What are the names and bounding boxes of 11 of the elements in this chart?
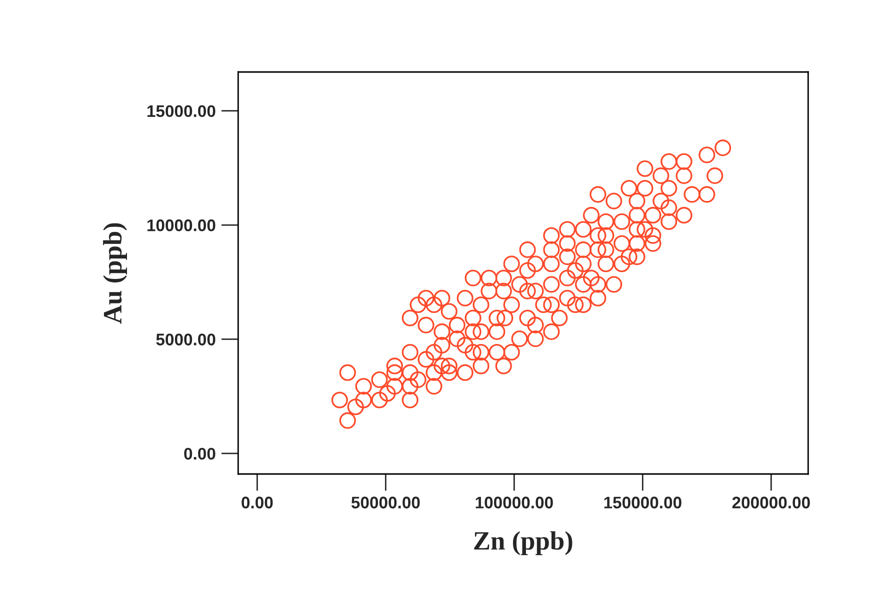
x-tick-label: 0.00 — [242, 496, 273, 508]
x-tick-label: 200000.00 — [732, 496, 810, 508]
x-tick-label: 150000.00 — [604, 496, 682, 508]
y-tick-label: 10000.00 — [147, 219, 216, 232]
x-tick-label: 50000.00 — [351, 496, 420, 508]
y-tick-label: 5000.00 — [156, 334, 216, 346]
x-tick-label: 100000.00 — [476, 496, 553, 508]
y-tick-label: 15000.00 — [147, 105, 216, 118]
y-tick-label: 0.00 — [184, 448, 216, 460]
y-axis-title: Au (ppb) — [103, 223, 127, 324]
x-axis-title: Zn (ppb) — [474, 531, 572, 556]
